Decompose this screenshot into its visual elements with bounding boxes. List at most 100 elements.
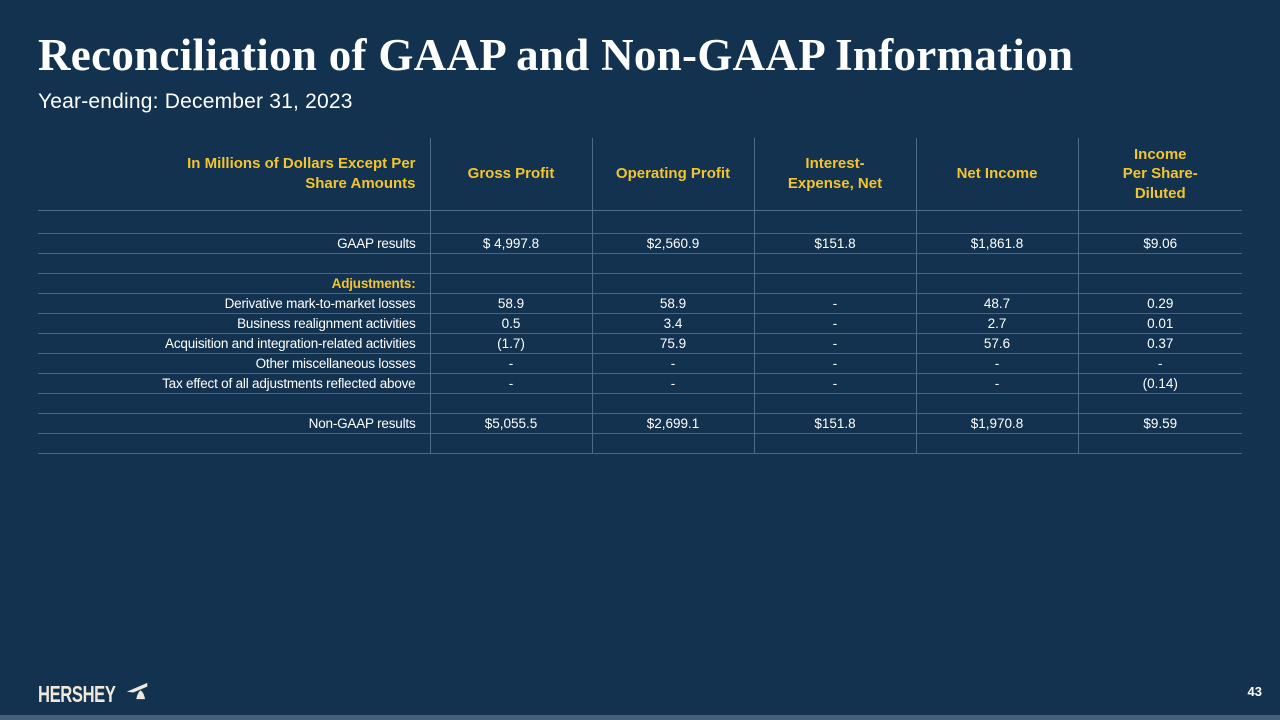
value-cell: - [915,353,1078,374]
page-title: Reconciliation of GAAP and Non-GAAP Info… [38,30,1074,80]
hershey-logo-text: HERSHEY [38,681,116,707]
value-cell [1077,393,1242,414]
hershey-logo: HERSHEY [38,682,148,706]
table-row: GAAP results $ 4,997.8 $2,560.9 $151.8 $1,86… [38,233,1242,254]
column-header-interest-expense-net: Interest- Expense, Net [753,138,916,211]
value-cell [753,433,916,454]
table-row: Derivative mark-to-market losses 58.9 58.9… [38,293,1242,314]
value-cell [753,210,916,234]
value-cell: - [591,353,754,374]
row-label: Adjustments: [38,273,430,294]
value-cell [915,210,1078,234]
row-label: Tax effect of all adjustments reflected … [38,373,430,394]
table-spacer-row [38,253,1242,274]
table-row: Acquisition and integration-related acti… [38,333,1242,354]
value-cell: - [753,333,916,354]
footer-accent-bar [0,715,1280,720]
value-cell: (0.14) [1077,373,1242,394]
value-cell: - [915,373,1078,394]
row-label [38,393,430,414]
value-cell [591,253,754,274]
table-spacer-row [38,210,1242,234]
value-cell: 75.9 [591,333,754,354]
value-cell: 58.9 [429,293,592,314]
table-row: Tax effect of all adjustments reflected … [38,373,1242,394]
table-spacer-row [38,433,1242,454]
value-cell [915,273,1078,294]
row-label: GAAP results [38,233,430,254]
value-cell: - [429,353,592,374]
value-cell: $5,055.5 [429,413,592,434]
table-row: Other miscellaneous losses - - - - - [38,353,1242,374]
value-cell: 0.37 [1077,333,1242,354]
value-cell: - [753,313,916,334]
table-header-row: In Millions of Dollars Except Per Share … [38,138,1242,211]
column-header-income-per-share-diluted: Income Per Share- Diluted [1077,138,1242,211]
value-cell: - [753,293,916,314]
value-cell: - [591,373,754,394]
row-label: Non-GAAP results [38,413,430,434]
value-cell [591,433,754,454]
table-header: In Millions of Dollars Except Per Share … [38,138,1242,211]
value-cell [429,253,592,274]
value-cell [915,393,1078,414]
column-header-gross-profit: Gross Profit [429,138,592,211]
value-cell [1077,273,1242,294]
hershey-kiss-icon [126,682,148,705]
row-label: Acquisition and integration-related acti… [38,333,430,354]
value-cell [753,393,916,414]
value-cell: $1,861.8 [915,233,1078,254]
value-cell: $2,560.9 [591,233,754,254]
value-cell: - [753,353,916,374]
column-header-units: In Millions of Dollars Except Per Share … [38,138,430,211]
value-cell: 0.01 [1077,313,1242,334]
value-cell: $9.59 [1077,413,1242,434]
value-cell: (1.7) [429,333,592,354]
page-subtitle: Year-ending: December 31, 2023 [38,90,353,113]
value-cell: $2,699.1 [591,413,754,434]
value-cell: $ 4,997.8 [429,233,592,254]
value-cell: - [429,373,592,394]
value-cell: 0.29 [1077,293,1242,314]
row-label [38,210,430,234]
value-cell [429,393,592,414]
value-cell [1077,433,1242,454]
table-row: Business realignment activities 0.5 3.4-2.… [38,313,1242,334]
value-cell: - [753,373,916,394]
value-cell [429,273,592,294]
table-spacer-row [38,393,1242,414]
value-cell [1077,253,1242,274]
table-body: GAAP results $ 4,997.8 $2,560.9 $151.8 $1,86… [38,210,1242,454]
row-label: Other miscellaneous losses [38,353,430,374]
value-cell [753,273,916,294]
page-number: 43 [1247,684,1262,699]
value-cell: $9.06 [1077,233,1242,254]
value-cell [1077,210,1242,234]
value-cell: 57.6 [915,333,1078,354]
row-label: Derivative mark-to-market losses [38,293,430,314]
row-label [38,253,430,274]
value-cell: $1,970.8 [915,413,1078,434]
table-row: Adjustments: [38,273,1242,294]
value-cell [915,433,1078,454]
value-cell: 3.4 [591,313,754,334]
value-cell [591,210,754,234]
gaap-reconciliation-table: In Millions of Dollars Except Per Share … [38,138,1242,454]
row-label: Business realignment activities [38,313,430,334]
column-header-net-income: Net Income [915,138,1078,211]
value-cell: 48.7 [915,293,1078,314]
value-cell [915,253,1078,274]
column-header-operating-profit: Operating Profit [591,138,754,211]
value-cell [591,393,754,414]
value-cell: 0.5 [429,313,592,334]
row-label [38,433,430,454]
table-row: Non-GAAP results $5,055.5 $2,699.1 $151.8 $1… [38,413,1242,434]
value-cell [591,273,754,294]
value-cell [429,210,592,234]
value-cell: $151.8 [753,413,916,434]
value-cell [753,253,916,274]
value-cell: - [1077,353,1242,374]
value-cell: $151.8 [753,233,916,254]
value-cell: 58.9 [591,293,754,314]
